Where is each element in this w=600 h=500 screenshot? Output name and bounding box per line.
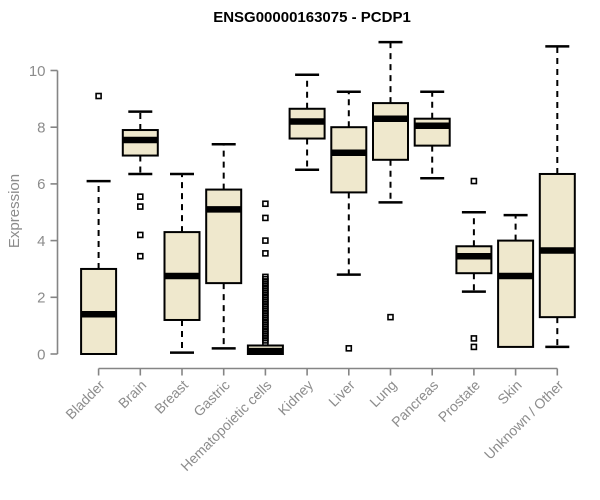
box-kidney [288, 73, 326, 171]
outlier-point [262, 250, 269, 257]
box-bladder [80, 92, 118, 356]
outlier-point [470, 335, 478, 342]
chart-title: ENSG00000163075 - PCDP1 [213, 9, 411, 26]
x-tick-label-liver: Liver [325, 377, 358, 410]
box-breast [163, 172, 201, 354]
outlier-point [95, 92, 102, 100]
box-skin [497, 213, 535, 348]
x-tick-label-bladder: Bladder [62, 377, 108, 423]
y-tick-label: 4 [37, 233, 45, 250]
box-gastric [205, 142, 243, 350]
x-tick-label-prostate: Prostate [435, 377, 483, 425]
iqr-box [205, 188, 243, 285]
x-tick-label-skin: Skin [494, 377, 525, 408]
box-unknown-other [538, 45, 576, 349]
y-tick-label: 10 [29, 63, 46, 80]
y-tick-label: 8 [37, 119, 45, 136]
outlier-point [137, 252, 144, 260]
iqr-box [455, 245, 493, 275]
y-tick-label: 0 [37, 346, 45, 363]
iqr-box [330, 126, 368, 194]
x-tick-label-kidney: Kidney [275, 377, 317, 419]
y-tick-label: 6 [37, 176, 45, 193]
box-prostate [455, 177, 493, 351]
box-pancreas [413, 90, 451, 180]
outlier-point [262, 237, 269, 244]
x-tick-label-brain: Brain [115, 377, 149, 411]
iqr-box [372, 102, 409, 161]
outlier-point [345, 345, 353, 352]
x-tick-label-lung: Lung [366, 377, 399, 410]
outlier-point [470, 343, 478, 351]
box-lung [372, 40, 409, 321]
outlier-point [387, 313, 394, 321]
box-brain [121, 110, 159, 260]
x-tick-label-unknown-other: Unknown / Other [481, 377, 567, 463]
x-tick-label-breast: Breast [151, 377, 191, 417]
y-tick-label: 2 [37, 290, 45, 307]
box-liver [330, 90, 368, 352]
iqr-box [497, 239, 535, 348]
outlier-point [262, 273, 269, 281]
outlier-point [137, 203, 144, 210]
outlier-point [137, 231, 144, 239]
outlier-point [262, 214, 269, 222]
iqr-box [538, 172, 576, 319]
box-hematopoietic-cells [246, 200, 284, 355]
outlier-point [470, 177, 478, 185]
outlier-point [137, 193, 144, 200]
outlier-point [262, 200, 269, 208]
